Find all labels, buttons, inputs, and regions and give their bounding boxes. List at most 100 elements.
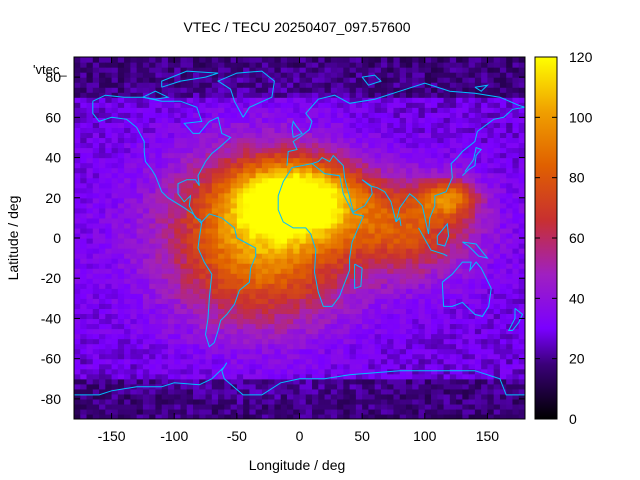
- heatmap-cell: [324, 232, 332, 239]
- heatmap-cell: [449, 373, 457, 380]
- heatmap-cell: [136, 177, 144, 184]
- heatmap-cell: [99, 147, 106, 154]
- heatmap-cell: [130, 353, 138, 360]
- heatmap-cell: [368, 358, 376, 365]
- heatmap-cell: [337, 142, 344, 149]
- heatmap-cell: [124, 107, 131, 113]
- heatmap-cell: [393, 393, 401, 400]
- heatmap-cell: [293, 182, 301, 189]
- heatmap-cell: [355, 157, 363, 164]
- heatmap-cell: [462, 323, 470, 330]
- heatmap-cell: [124, 197, 131, 204]
- heatmap-cell: [424, 107, 432, 113]
- heatmap-cell: [130, 308, 138, 315]
- heatmap-cell: [380, 383, 388, 390]
- heatmap-cell: [418, 298, 426, 304]
- heatmap-cell: [330, 408, 338, 415]
- heatmap-cell: [462, 398, 470, 405]
- heatmap-cell: [355, 132, 363, 139]
- heatmap-cell: [437, 353, 445, 360]
- heatmap-cell: [437, 303, 445, 309]
- heatmap-cell: [293, 408, 301, 415]
- heatmap-cell: [499, 122, 507, 128]
- heatmap-cell: [468, 273, 476, 279]
- heatmap-cell: [99, 373, 106, 380]
- heatmap-cell: [305, 167, 313, 174]
- heatmap-cell: [167, 222, 175, 229]
- heatmap-cell: [274, 117, 282, 123]
- heatmap-cell: [431, 323, 438, 330]
- heatmap-cell: [437, 117, 445, 123]
- heatmap-cell: [280, 343, 288, 350]
- heatmap-cell: [424, 127, 432, 134]
- heatmap-cell: [349, 263, 357, 269]
- heatmap-cell: [230, 343, 238, 350]
- heatmap-cell: [249, 227, 257, 234]
- heatmap-cell: [236, 323, 244, 330]
- heatmap-cell: [186, 283, 194, 289]
- heatmap-cell: [355, 298, 363, 304]
- heatmap-cell: [462, 127, 470, 134]
- heatmap-cell: [186, 353, 194, 360]
- heatmap-cell: [243, 268, 250, 274]
- heatmap-cell: [117, 177, 125, 184]
- heatmap-cell: [462, 147, 470, 154]
- heatmap-cell: [167, 318, 175, 325]
- heatmap-cell: [243, 137, 250, 144]
- heatmap-cell: [130, 212, 138, 219]
- heatmap-cell: [130, 283, 138, 289]
- heatmap-cell: [474, 318, 482, 325]
- heatmap-cell: [274, 328, 282, 335]
- heatmap-cell: [92, 92, 100, 98]
- heatmap-cell: [506, 323, 514, 330]
- heatmap-cell: [456, 72, 463, 78]
- heatmap-cell: [462, 222, 470, 229]
- heatmap-cell: [362, 408, 369, 415]
- heatmap-cell: [249, 202, 257, 209]
- heatmap-cell: [167, 207, 175, 214]
- heatmap-cell: [437, 288, 445, 294]
- heatmap-cell: [481, 57, 489, 63]
- heatmap-cell: [274, 132, 282, 139]
- heatmap-cell: [474, 107, 482, 113]
- heatmap-cell: [130, 192, 138, 199]
- heatmap-cell: [193, 353, 200, 360]
- heatmap-cell: [199, 132, 207, 139]
- heatmap-cell: [124, 338, 131, 345]
- heatmap-cell: [355, 238, 363, 244]
- heatmap-cell: [318, 253, 326, 259]
- heatmap-cell: [249, 298, 257, 304]
- heatmap-cell: [393, 182, 401, 189]
- heatmap-cell: [117, 162, 125, 169]
- heatmap-cell: [437, 388, 445, 395]
- heatmap-cell: [380, 348, 388, 355]
- heatmap-cell: [468, 263, 476, 269]
- heatmap-cell: [418, 408, 426, 415]
- heatmap-cell: [456, 393, 463, 400]
- heatmap-cell: [218, 172, 225, 179]
- heatmap-cell: [180, 57, 188, 63]
- heatmap-cell: [312, 227, 319, 234]
- heatmap-cell: [199, 232, 207, 239]
- heatmap-cell: [99, 328, 106, 335]
- heatmap-cell: [136, 323, 144, 330]
- heatmap-cell: [449, 92, 457, 98]
- heatmap-cell: [380, 122, 388, 128]
- heatmap-cell: [324, 132, 332, 139]
- heatmap-cell: [255, 373, 263, 380]
- heatmap-cell: [412, 338, 420, 345]
- heatmap-cell: [280, 373, 288, 380]
- heatmap-cell: [462, 172, 470, 179]
- heatmap-cell: [167, 72, 175, 78]
- heatmap-cell: [468, 232, 476, 239]
- heatmap-cell: [274, 298, 282, 304]
- heatmap-cell: [249, 72, 257, 78]
- heatmap-cell: [337, 67, 344, 73]
- heatmap-cell: [462, 333, 470, 340]
- heatmap-cell: [80, 222, 88, 229]
- heatmap-cell: [74, 152, 81, 159]
- heatmap-cell: [399, 258, 407, 264]
- heatmap-cell: [243, 283, 250, 289]
- heatmap-cell: [174, 358, 182, 365]
- heatmap-cell: [349, 398, 357, 405]
